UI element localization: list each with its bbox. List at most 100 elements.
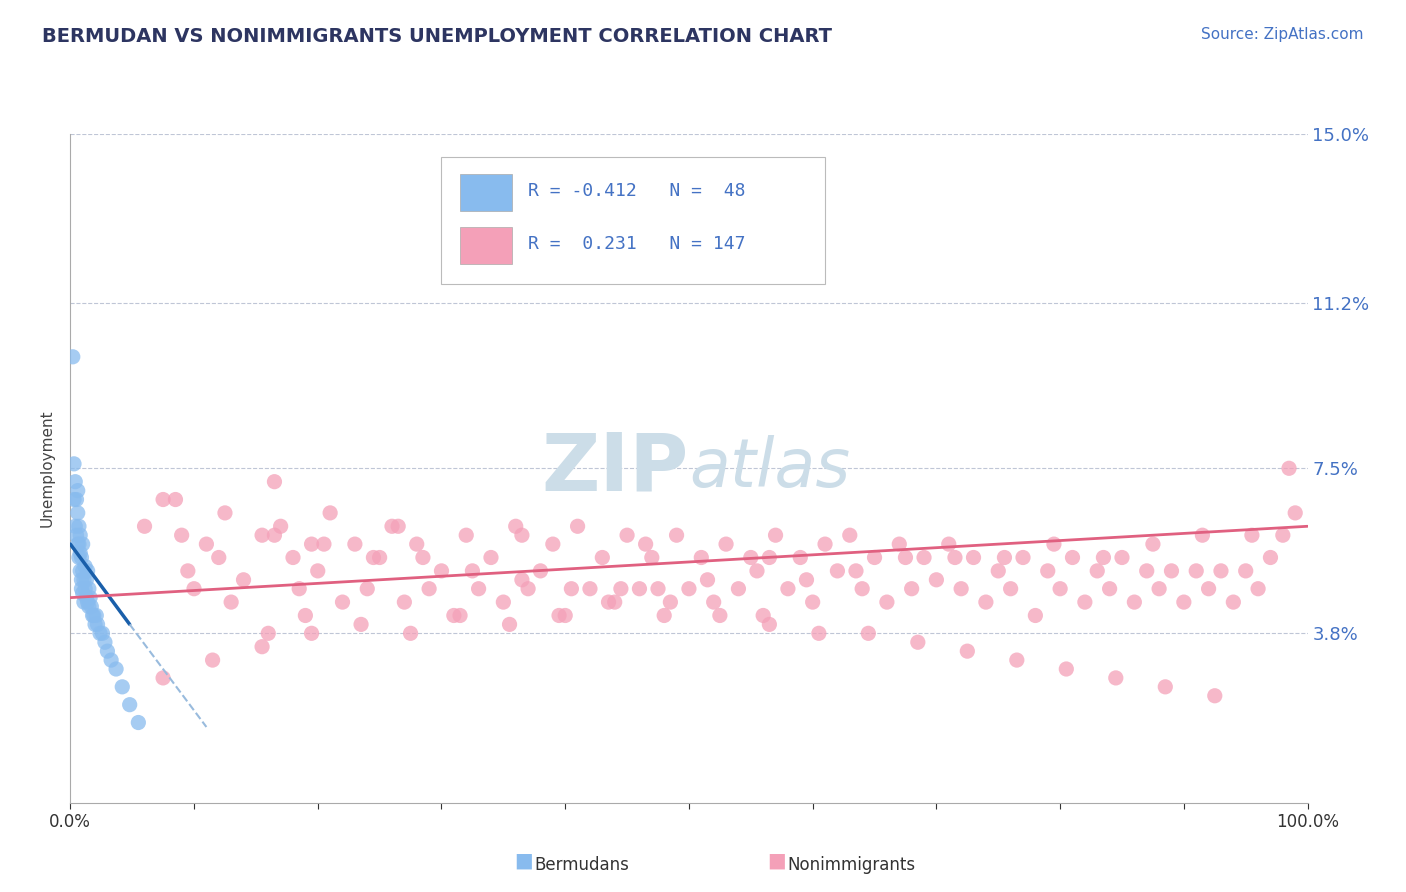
- Point: [962, 550, 984, 565]
- Point: [307, 564, 329, 578]
- Point: [1222, 595, 1244, 609]
- Point: [1191, 528, 1213, 542]
- Point: [67, 550, 90, 565]
- Point: [894, 550, 917, 565]
- Point: [1278, 461, 1301, 475]
- Point: [350, 617, 373, 632]
- Point: [70, 573, 93, 587]
- Point: [987, 564, 1010, 578]
- Text: Source: ZipAtlas.com: Source: ZipAtlas.com: [1201, 27, 1364, 42]
- Point: [696, 573, 718, 587]
- Point: [91, 626, 114, 640]
- Point: [250, 640, 273, 654]
- Point: [591, 550, 613, 565]
- Point: [956, 644, 979, 658]
- Point: [1062, 550, 1084, 565]
- Point: [69, 546, 91, 560]
- Point: [73, 595, 96, 609]
- Point: [63, 492, 86, 507]
- Point: [100, 653, 122, 667]
- Point: [517, 582, 540, 596]
- Point: [76, 595, 98, 609]
- Point: [652, 608, 675, 623]
- Point: [752, 608, 775, 623]
- Point: [1198, 582, 1220, 596]
- Point: [740, 550, 762, 565]
- Point: [456, 528, 478, 542]
- Point: [232, 573, 254, 587]
- Point: [907, 635, 929, 649]
- Point: [1049, 582, 1071, 596]
- Point: [263, 475, 285, 489]
- Point: [1012, 550, 1035, 565]
- Point: [665, 528, 688, 542]
- Point: [776, 582, 799, 596]
- Point: [183, 582, 205, 596]
- Point: [76, 564, 98, 578]
- Point: [703, 595, 725, 609]
- Point: [312, 537, 335, 551]
- Point: [263, 528, 285, 542]
- Point: [86, 617, 108, 632]
- Point: [270, 519, 292, 533]
- Point: [1005, 653, 1028, 667]
- Point: [1024, 608, 1046, 623]
- Point: [1043, 537, 1066, 551]
- Text: Bermudans: Bermudans: [534, 856, 628, 874]
- Text: atlas: atlas: [689, 435, 851, 501]
- Point: [796, 573, 818, 587]
- Point: [1036, 564, 1059, 578]
- Point: [876, 595, 898, 609]
- Point: [63, 457, 86, 471]
- Point: [610, 582, 633, 596]
- Point: [443, 608, 465, 623]
- Point: [195, 537, 218, 551]
- Text: R =  0.231   N = 147: R = 0.231 N = 147: [529, 235, 745, 253]
- Point: [257, 626, 280, 640]
- Point: [65, 492, 87, 507]
- Point: [368, 550, 391, 565]
- Point: [332, 595, 354, 609]
- Point: [281, 550, 304, 565]
- Point: [294, 608, 316, 623]
- Point: [510, 528, 533, 542]
- Point: [758, 550, 780, 565]
- Point: [405, 537, 427, 551]
- Point: [288, 582, 311, 596]
- Point: [554, 608, 576, 623]
- Point: [70, 582, 93, 596]
- Point: [381, 519, 404, 533]
- Point: [72, 564, 94, 578]
- Point: [1054, 662, 1077, 676]
- Point: [659, 595, 682, 609]
- Point: [690, 550, 713, 565]
- Point: [250, 528, 273, 542]
- Point: [889, 537, 911, 551]
- Text: Nonimmigrants: Nonimmigrants: [787, 856, 915, 874]
- Point: [938, 537, 960, 551]
- Point: [678, 582, 700, 596]
- Point: [356, 582, 378, 596]
- Point: [75, 591, 97, 605]
- Point: [1234, 564, 1257, 578]
- Point: [219, 595, 242, 609]
- Point: [479, 550, 502, 565]
- Point: [449, 608, 471, 623]
- Point: [111, 680, 134, 694]
- Point: [943, 550, 966, 565]
- Point: [84, 608, 107, 623]
- Point: [567, 519, 589, 533]
- Point: [127, 715, 149, 730]
- Point: [603, 595, 626, 609]
- Point: [1142, 537, 1164, 551]
- Point: [993, 550, 1015, 565]
- Point: [709, 608, 731, 623]
- Point: [1204, 689, 1226, 703]
- Point: [214, 506, 236, 520]
- Point: [165, 492, 187, 507]
- Point: [900, 582, 922, 596]
- Point: [925, 573, 948, 587]
- Point: [851, 582, 873, 596]
- Point: [498, 617, 520, 632]
- Point: [105, 662, 128, 676]
